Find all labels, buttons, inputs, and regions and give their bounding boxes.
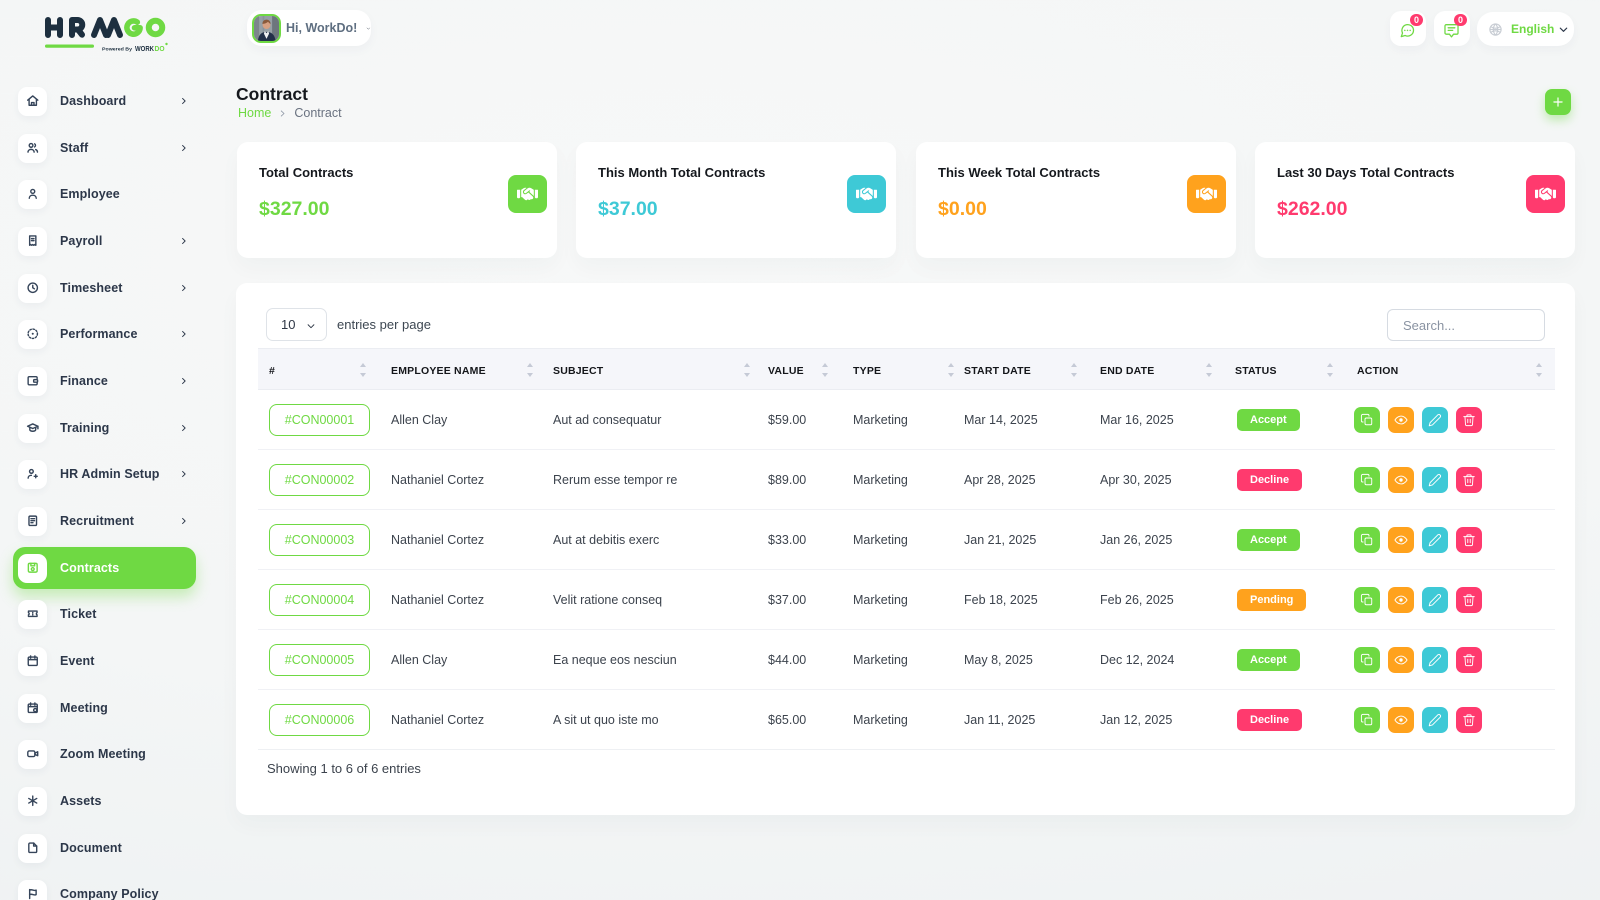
svg-text:WORK: WORK [135,44,155,53]
svg-text:Powered By: Powered By [102,46,132,52]
svg-text:DO: DO [155,44,165,53]
